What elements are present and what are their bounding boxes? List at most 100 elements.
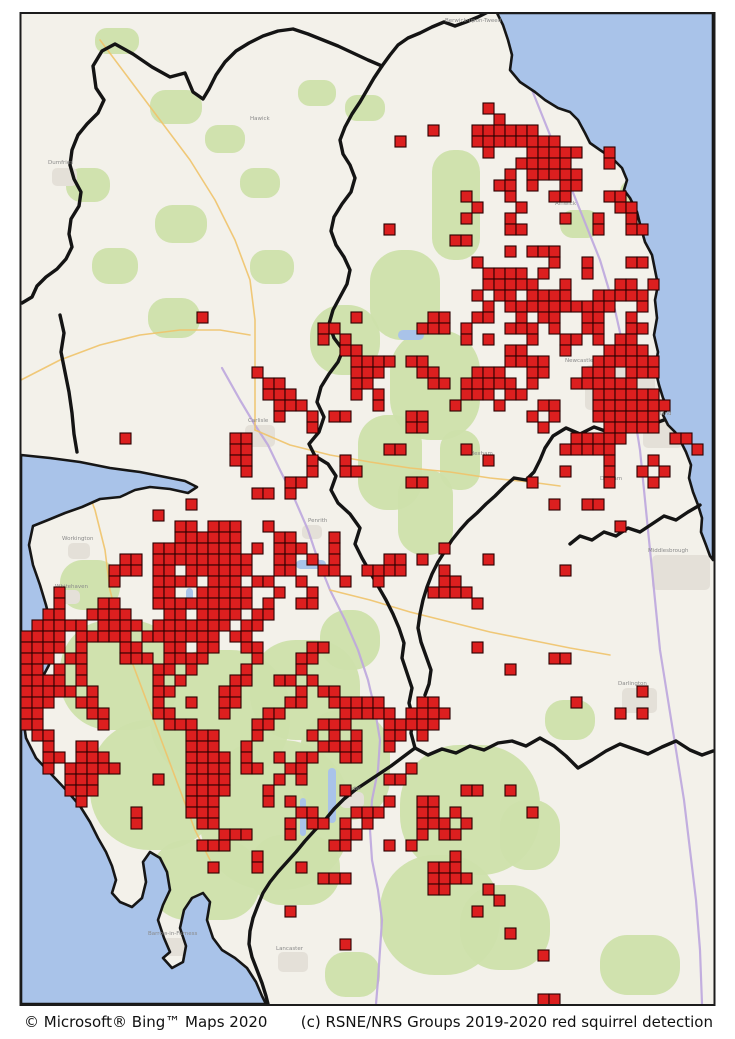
detection-square xyxy=(471,377,484,390)
detection-square xyxy=(559,157,572,170)
detection-square xyxy=(317,322,330,335)
detection-square xyxy=(471,135,484,148)
detection-square xyxy=(229,531,242,544)
detection-square xyxy=(592,388,605,401)
urban-area xyxy=(302,525,322,539)
detection-square xyxy=(75,696,88,709)
detection-square xyxy=(317,685,330,698)
tees-boundary-east-west xyxy=(413,736,715,770)
place-label: Workington xyxy=(62,536,94,542)
detection-square xyxy=(229,553,242,566)
detection-square xyxy=(372,696,385,709)
a66-road xyxy=(329,589,611,656)
detection-square xyxy=(174,597,187,610)
detection-square xyxy=(350,388,363,401)
detection-square xyxy=(229,454,242,467)
detection-square xyxy=(97,707,110,720)
detection-square xyxy=(196,784,209,797)
detection-square xyxy=(383,443,396,456)
detection-square xyxy=(218,531,231,544)
detection-square xyxy=(75,630,88,643)
detection-square xyxy=(119,619,132,632)
detection-square xyxy=(251,542,264,555)
detection-square xyxy=(75,795,88,808)
detection-square xyxy=(31,707,44,720)
detection-square xyxy=(625,289,638,302)
detection-square xyxy=(537,168,550,181)
detection-square xyxy=(504,377,517,390)
detection-square xyxy=(438,377,451,390)
detection-square xyxy=(625,388,638,401)
detection-square xyxy=(416,355,429,368)
detection-square xyxy=(526,410,539,423)
detection-square xyxy=(86,696,99,709)
detection-square xyxy=(548,135,561,148)
detection-square xyxy=(86,762,99,775)
detection-square xyxy=(20,696,33,709)
detection-square xyxy=(97,630,110,643)
forest-patch xyxy=(398,470,453,555)
detection-square xyxy=(361,377,374,390)
detection-square xyxy=(317,333,330,346)
detection-square xyxy=(658,465,671,478)
detection-square xyxy=(471,201,484,214)
detection-square xyxy=(185,564,198,577)
detection-square xyxy=(273,410,286,423)
detection-square xyxy=(174,542,187,555)
detection-square xyxy=(603,157,616,170)
detection-square xyxy=(196,608,209,621)
detection-square xyxy=(537,355,550,368)
detection-square xyxy=(306,729,319,742)
detection-square xyxy=(284,476,297,489)
detection-square xyxy=(240,630,253,643)
detection-square xyxy=(196,762,209,775)
place-label: Whitehaven xyxy=(55,584,88,590)
forest-patch xyxy=(600,935,680,995)
detection-square xyxy=(295,751,308,764)
detection-square xyxy=(141,630,154,643)
detection-square xyxy=(53,641,66,654)
detection-square xyxy=(273,377,286,390)
detection-square xyxy=(207,751,220,764)
detection-square xyxy=(174,531,187,544)
detection-square xyxy=(339,839,352,852)
detection-square xyxy=(229,630,242,643)
detection-square xyxy=(174,608,187,621)
detection-square xyxy=(405,410,418,423)
detection-square xyxy=(449,586,462,599)
detection-square xyxy=(493,278,506,291)
forest-patch xyxy=(432,150,480,260)
detection-square xyxy=(339,707,352,720)
forest-patch xyxy=(92,248,138,284)
detection-square xyxy=(504,300,517,313)
detection-square xyxy=(152,509,165,522)
detection-square xyxy=(306,751,319,764)
detection-square xyxy=(603,421,616,434)
detection-square xyxy=(493,135,506,148)
detection-square xyxy=(97,597,110,610)
detection-square xyxy=(229,575,242,588)
detection-square xyxy=(570,146,583,159)
detection-square xyxy=(75,751,88,764)
detection-square xyxy=(240,762,253,775)
detection-square xyxy=(526,124,539,137)
detection-square xyxy=(592,212,605,225)
detection-square xyxy=(196,597,209,610)
detection-square xyxy=(592,322,605,335)
detection-square xyxy=(625,333,638,346)
detection-square xyxy=(427,377,440,390)
detection-square xyxy=(350,311,363,324)
detection-square xyxy=(603,399,616,412)
durham-south-coast-line xyxy=(568,503,702,546)
detection-square xyxy=(636,465,649,478)
detection-square xyxy=(163,685,176,698)
detection-square xyxy=(262,597,275,610)
detection-square xyxy=(339,575,352,588)
detection-square xyxy=(625,399,638,412)
detection-square xyxy=(328,564,341,577)
detection-square xyxy=(515,311,528,324)
detection-square xyxy=(592,498,605,511)
detection-square xyxy=(570,432,583,445)
detection-square xyxy=(339,410,352,423)
detection-square xyxy=(592,223,605,236)
